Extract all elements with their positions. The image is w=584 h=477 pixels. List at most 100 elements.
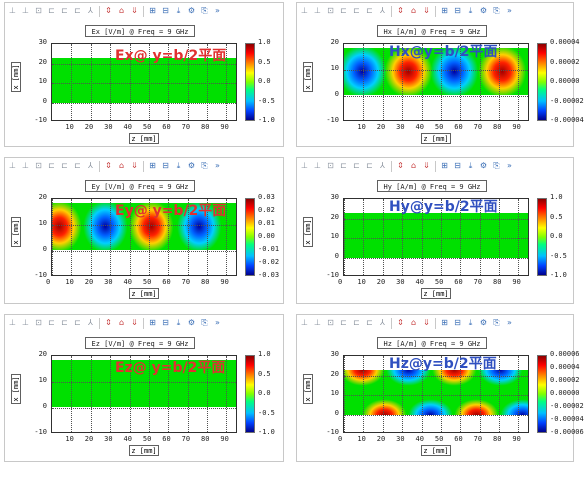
settings-icon[interactable]: ⚙ xyxy=(479,161,488,170)
zoom-x-icon[interactable]: ⊥ xyxy=(301,161,308,170)
grid-alt-icon[interactable]: ⊟ xyxy=(162,161,169,170)
arrow-home-icon[interactable]: ⌂ xyxy=(118,161,125,170)
fit-y-icon[interactable]: ⊏ xyxy=(61,318,68,327)
copy-icon[interactable]: ⎘ xyxy=(201,161,208,170)
fit-x-icon[interactable]: ⊏ xyxy=(48,161,55,170)
zoom-y-icon[interactable]: ⊥ xyxy=(22,6,29,15)
fit-all-icon[interactable]: ⊏ xyxy=(366,161,373,170)
arrow-down-icon[interactable]: ⇓ xyxy=(131,161,138,170)
grid-alt-icon[interactable]: ⊟ xyxy=(454,161,461,170)
zoom-box-icon[interactable]: ⊡ xyxy=(327,6,334,15)
more-icon[interactable]: » xyxy=(507,161,512,170)
fit-y-icon[interactable]: ⊏ xyxy=(353,161,360,170)
arrow-down-icon[interactable]: ⇓ xyxy=(423,318,430,327)
export-icon[interactable]: ⤓ xyxy=(468,6,473,15)
arrow-down-icon[interactable]: ⇓ xyxy=(423,161,430,170)
fit-all-icon[interactable]: ⊏ xyxy=(74,6,81,15)
grid-line xyxy=(499,356,500,432)
fit-all-icon[interactable]: ⊏ xyxy=(74,318,81,327)
copy-icon[interactable]: ⎘ xyxy=(201,6,208,15)
arrow-down-icon[interactable]: ⇓ xyxy=(131,318,138,327)
fit-all-icon[interactable]: ⊏ xyxy=(74,161,81,170)
arrow-up-icon[interactable]: ⇕ xyxy=(397,318,404,327)
zoom-y-icon[interactable]: ⊥ xyxy=(22,161,29,170)
zoom-y-icon[interactable]: ⊥ xyxy=(314,318,321,327)
grid-icon[interactable]: ⊞ xyxy=(441,6,448,15)
grid-alt-icon[interactable]: ⊟ xyxy=(162,318,169,327)
grid-alt-icon[interactable]: ⊟ xyxy=(162,6,169,15)
zoom-box-icon[interactable]: ⊡ xyxy=(35,318,42,327)
cursor-icon[interactable]: ⅄ xyxy=(88,161,93,170)
arrow-home-icon[interactable]: ⌂ xyxy=(410,318,417,327)
zoom-box-icon[interactable]: ⊡ xyxy=(35,161,42,170)
cursor-icon[interactable]: ⅄ xyxy=(380,161,385,170)
copy-icon[interactable]: ⎘ xyxy=(201,318,208,327)
arrow-down-icon[interactable]: ⇓ xyxy=(423,6,430,15)
arrow-up-icon[interactable]: ⇕ xyxy=(397,161,404,170)
grid-alt-icon[interactable]: ⊟ xyxy=(454,6,461,15)
settings-icon[interactable]: ⚙ xyxy=(479,6,488,15)
zoom-y-icon[interactable]: ⊥ xyxy=(314,161,321,170)
export-icon[interactable]: ⤓ xyxy=(468,161,473,170)
zoom-y-icon[interactable]: ⊥ xyxy=(314,6,321,15)
cursor-icon[interactable]: ⅄ xyxy=(380,318,385,327)
zoom-y-icon[interactable]: ⊥ xyxy=(22,318,29,327)
grid-icon[interactable]: ⊞ xyxy=(149,6,156,15)
grid-icon[interactable]: ⊞ xyxy=(149,161,156,170)
more-icon[interactable]: » xyxy=(215,161,220,170)
zoom-x-icon[interactable]: ⊥ xyxy=(9,318,16,327)
fit-x-icon[interactable]: ⊏ xyxy=(340,6,347,15)
zoom-box-icon[interactable]: ⊡ xyxy=(327,161,334,170)
export-icon[interactable]: ⤓ xyxy=(176,161,181,170)
fit-all-icon[interactable]: ⊏ xyxy=(366,318,373,327)
arrow-up-icon[interactable]: ⇕ xyxy=(105,6,112,15)
more-icon[interactable]: » xyxy=(215,6,220,15)
settings-icon[interactable]: ⚙ xyxy=(187,161,196,170)
cursor-icon[interactable]: ⅄ xyxy=(380,6,385,15)
grid-icon[interactable]: ⊞ xyxy=(441,318,448,327)
zoom-x-icon[interactable]: ⊥ xyxy=(9,6,16,15)
settings-icon[interactable]: ⚙ xyxy=(479,318,488,327)
grid-alt-icon[interactable]: ⊟ xyxy=(454,318,461,327)
fit-y-icon[interactable]: ⊏ xyxy=(353,318,360,327)
zoom-x-icon[interactable]: ⊥ xyxy=(301,6,308,15)
x-tick-label: 50 xyxy=(434,123,444,131)
export-icon[interactable]: ⤓ xyxy=(176,318,181,327)
zoom-box-icon[interactable]: ⊡ xyxy=(327,318,334,327)
cursor-icon[interactable]: ⅄ xyxy=(88,318,93,327)
zoom-x-icon[interactable]: ⊥ xyxy=(301,318,308,327)
arrow-home-icon[interactable]: ⌂ xyxy=(118,6,125,15)
arrow-up-icon[interactable]: ⇕ xyxy=(397,6,404,15)
arrow-home-icon[interactable]: ⌂ xyxy=(410,6,417,15)
arrow-down-icon[interactable]: ⇓ xyxy=(131,6,138,15)
more-icon[interactable]: » xyxy=(507,318,512,327)
zoom-box-icon[interactable]: ⊡ xyxy=(35,6,42,15)
fit-x-icon[interactable]: ⊏ xyxy=(340,161,347,170)
grid-icon[interactable]: ⊞ xyxy=(441,161,448,170)
settings-icon[interactable]: ⚙ xyxy=(187,318,196,327)
zoom-x-icon[interactable]: ⊥ xyxy=(9,161,16,170)
fit-y-icon[interactable]: ⊏ xyxy=(61,161,68,170)
fit-x-icon[interactable]: ⊏ xyxy=(340,318,347,327)
arrow-home-icon[interactable]: ⌂ xyxy=(118,318,125,327)
cursor-icon[interactable]: ⅄ xyxy=(88,6,93,15)
more-icon[interactable]: » xyxy=(215,318,220,327)
y-axis-label: x [mm] xyxy=(11,374,21,404)
x-tick-label: 90 xyxy=(220,435,229,443)
copy-icon[interactable]: ⎘ xyxy=(493,161,500,170)
export-icon[interactable]: ⤓ xyxy=(176,6,181,15)
settings-icon[interactable]: ⚙ xyxy=(187,6,196,15)
arrow-home-icon[interactable]: ⌂ xyxy=(410,161,417,170)
export-icon[interactable]: ⤓ xyxy=(468,318,473,327)
fit-x-icon[interactable]: ⊏ xyxy=(48,6,55,15)
copy-icon[interactable]: ⎘ xyxy=(493,6,500,15)
fit-x-icon[interactable]: ⊏ xyxy=(48,318,55,327)
copy-icon[interactable]: ⎘ xyxy=(493,318,500,327)
fit-all-icon[interactable]: ⊏ xyxy=(366,6,373,15)
arrow-up-icon[interactable]: ⇕ xyxy=(105,318,112,327)
arrow-up-icon[interactable]: ⇕ xyxy=(105,161,112,170)
more-icon[interactable]: » xyxy=(507,6,512,15)
fit-y-icon[interactable]: ⊏ xyxy=(61,6,68,15)
fit-y-icon[interactable]: ⊏ xyxy=(353,6,360,15)
grid-icon[interactable]: ⊞ xyxy=(149,318,156,327)
